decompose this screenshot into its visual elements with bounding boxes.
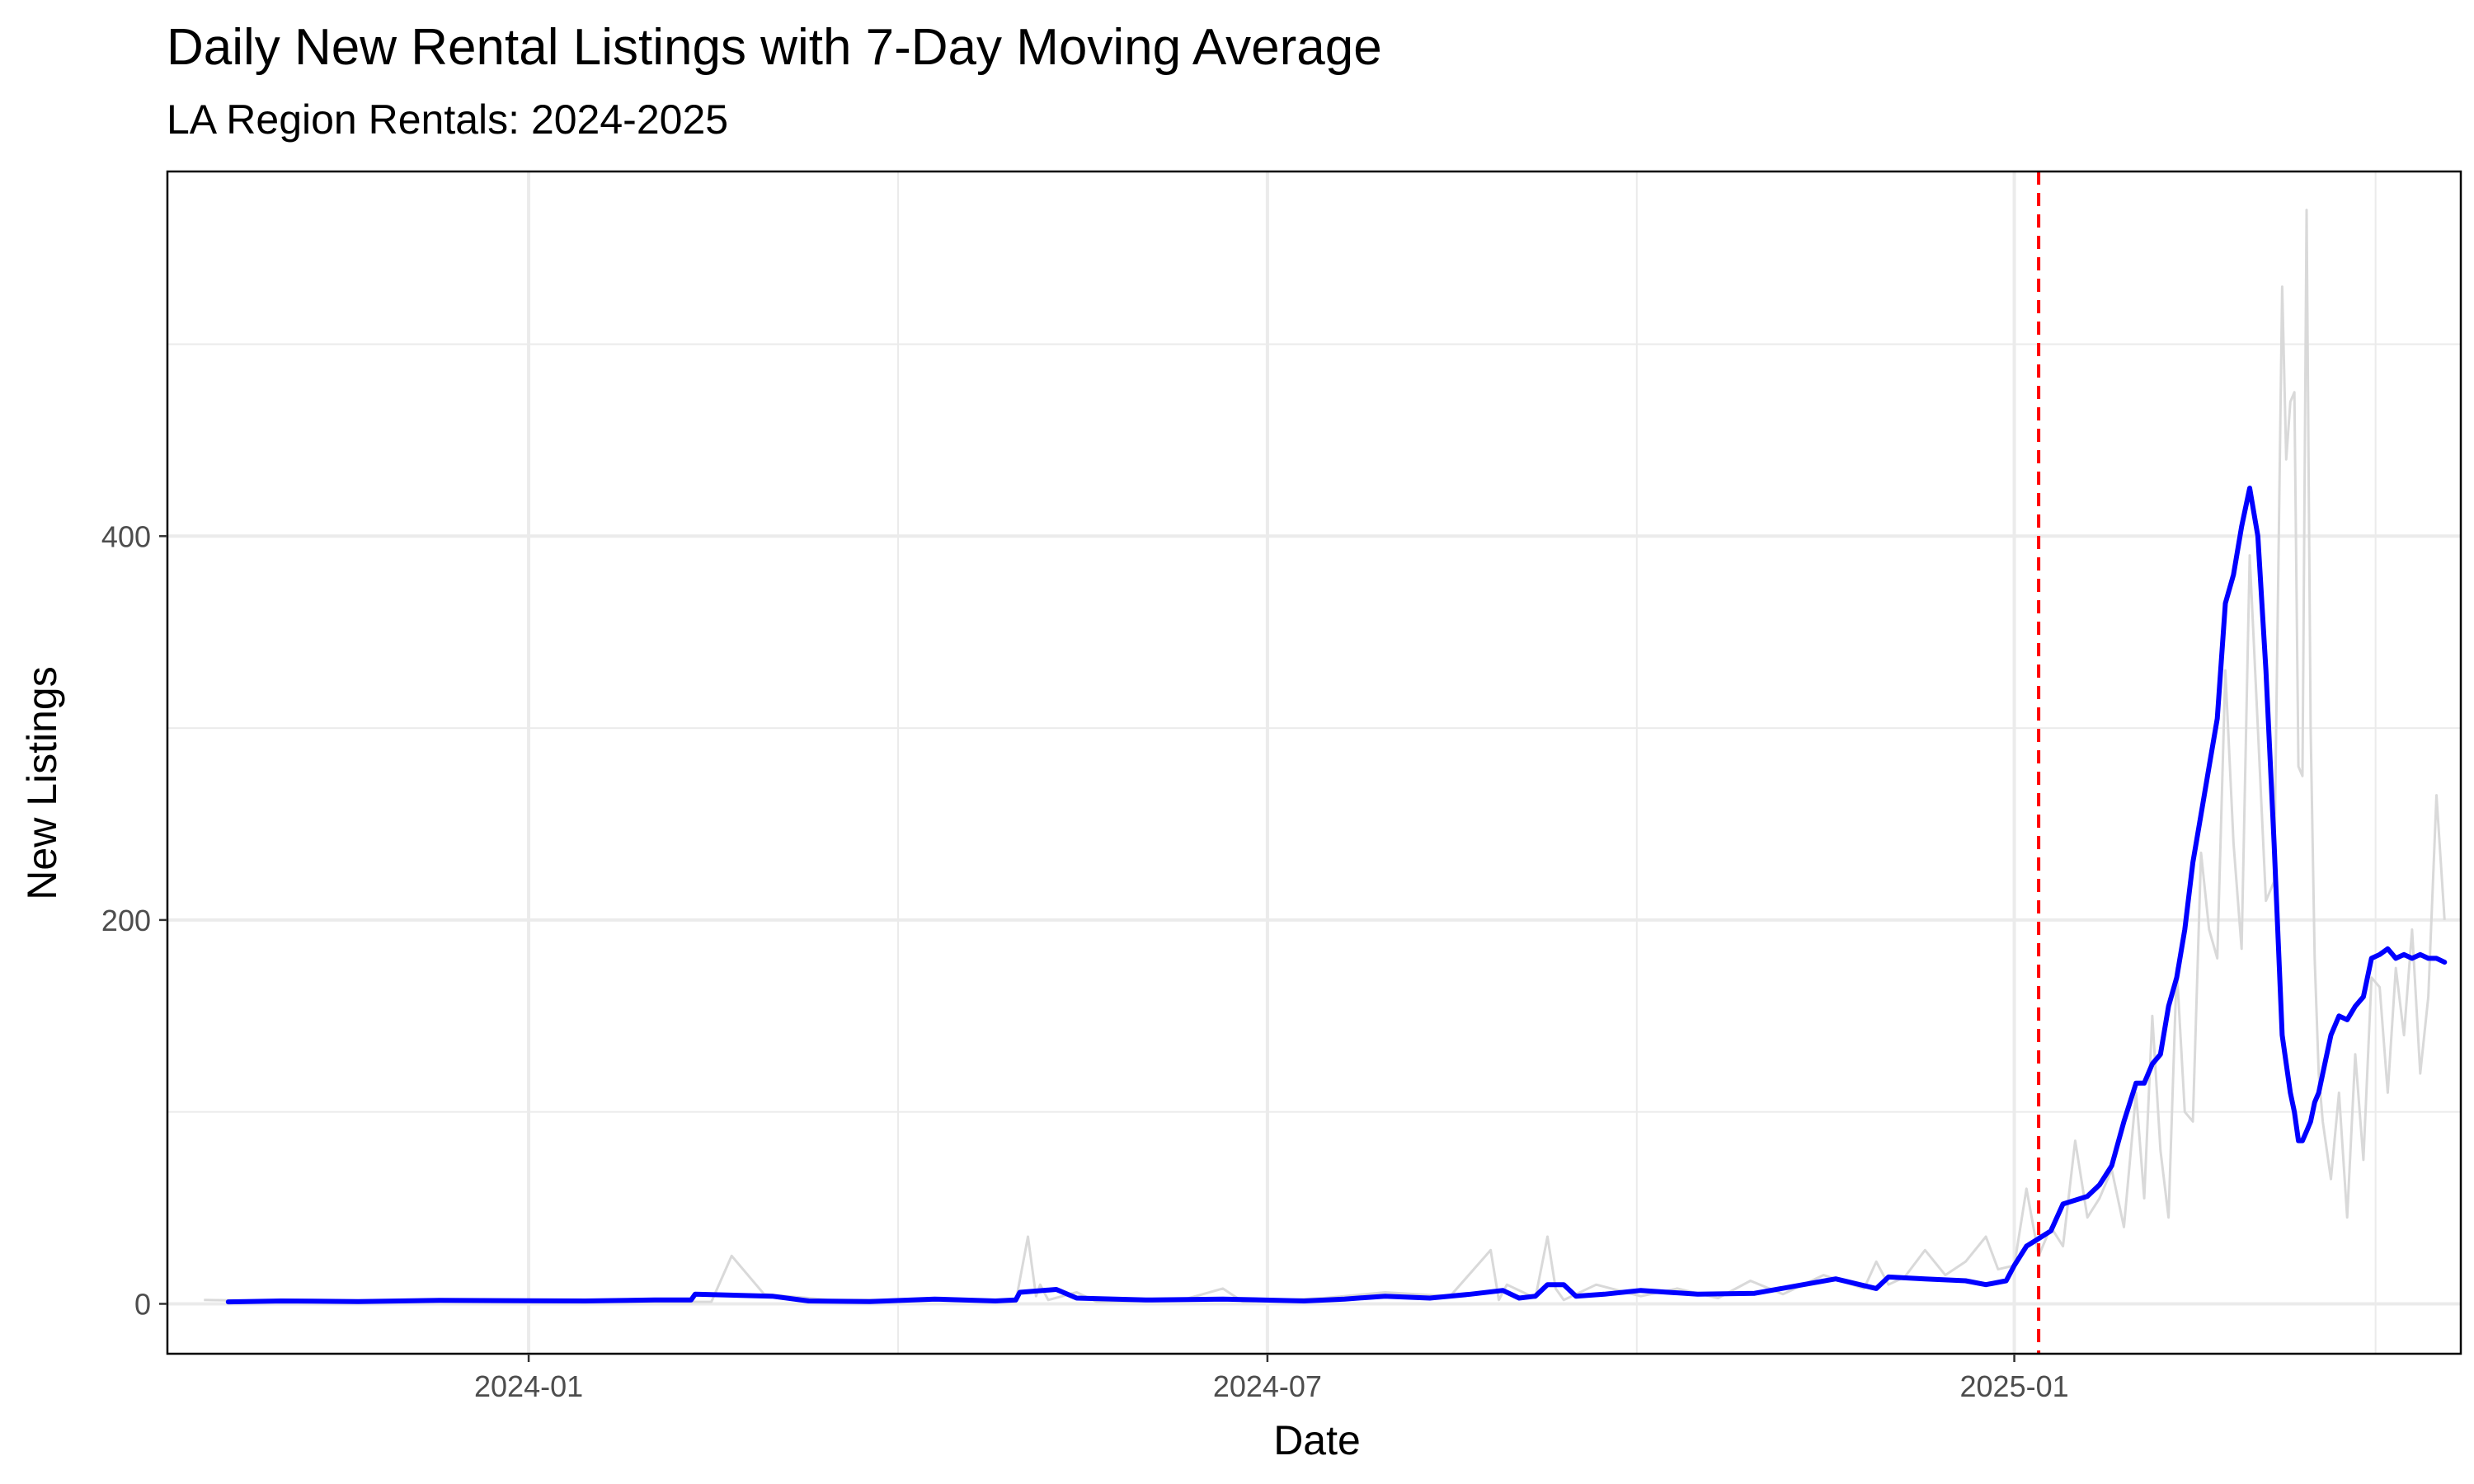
x-tick-label: 2024-07 [1213, 1369, 1322, 1403]
y-axis-title: New Listings [19, 666, 65, 899]
grid-major [167, 171, 2461, 1354]
plot-border [166, 170, 2462, 1355]
x-tick-label: 2024-01 [474, 1369, 583, 1403]
y-tick-label: 400 [101, 519, 151, 553]
moving-average-line [225, 486, 2448, 1305]
plot-panel [167, 171, 2461, 1354]
x-tick-label: 2025-01 [1960, 1369, 2069, 1403]
y-axis: 0 200 400 [101, 519, 167, 1321]
y-tick-label: 0 [134, 1287, 151, 1321]
y-tick-label: 200 [101, 904, 151, 937]
chart-title: Daily New Rental Listings with 7-Day Mov… [167, 19, 1382, 76]
chart-subtitle: LA Region Rentals: 2024-2025 [167, 96, 728, 143]
x-axis-title: Date [1273, 1417, 1361, 1463]
daily-listings-line [204, 209, 2446, 1303]
x-axis: 2024-01 2024-07 2025-01 [474, 1354, 2069, 1403]
grid-minor [167, 171, 2461, 1354]
